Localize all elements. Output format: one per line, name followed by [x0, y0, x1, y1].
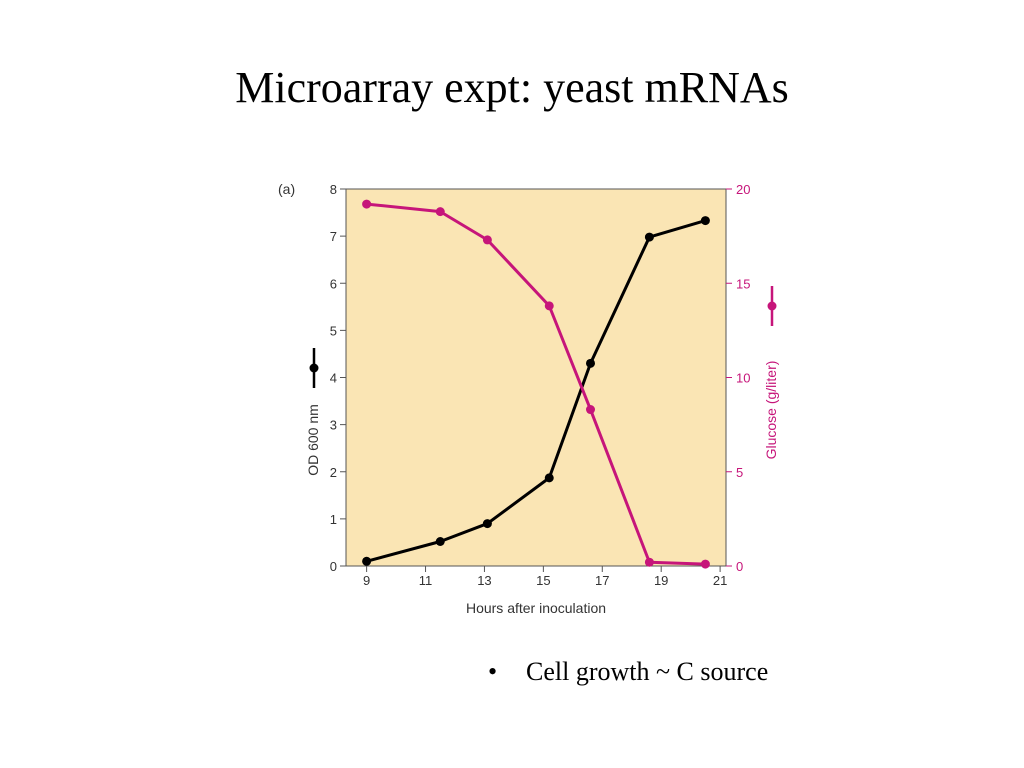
left-axis-tick-label: 7	[330, 229, 337, 244]
x-axis-tick-label: 9	[363, 573, 370, 588]
od600-data-point	[585, 358, 595, 368]
glucose-data-point	[700, 559, 710, 569]
right-axis-key-dot	[767, 301, 777, 311]
bullet-text: Cell growth ~ C source	[526, 657, 769, 686]
right-axis-tick-label: 15	[736, 276, 750, 291]
x-axis-tick-label: 21	[713, 573, 727, 588]
od600-data-point	[435, 536, 445, 546]
x-axis-tick-label: 13	[477, 573, 491, 588]
glucose-data-point	[362, 199, 372, 209]
x-axis-title: Hours after inoculation	[466, 600, 606, 616]
bullet-marker: •	[488, 657, 498, 686]
left-axis-tick-label: 2	[330, 465, 337, 480]
glucose-data-point	[435, 207, 445, 217]
left-axis-tick-label: 1	[330, 512, 337, 527]
right-axis-tick-label: 5	[736, 465, 743, 480]
left-axis-title: OD 600 nm	[305, 404, 321, 476]
bullet-item: • Cell growth ~ C source	[488, 657, 768, 687]
left-axis-tick-label: 8	[330, 182, 337, 197]
od600-data-point	[700, 216, 710, 226]
od600-data-point	[544, 473, 554, 483]
right-axis-title: Glucose (g/liter)	[763, 361, 779, 460]
yeast-growth-chart: (a) 0 1 2 3 4 5 6 7 8 0 5 10 15 20 9 11 13 15 17 19 21 Hours a…	[278, 181, 779, 616]
right-axis-tick-label: 10	[736, 371, 750, 386]
left-axis-tick-label: 6	[330, 276, 337, 291]
glucose-data-point	[585, 405, 595, 415]
slide-title: Microarray expt: yeast mRNAs	[235, 63, 789, 112]
left-axis-tick-label: 5	[330, 323, 337, 338]
left-axis-key-dot	[309, 363, 319, 373]
glucose-data-point	[482, 235, 492, 245]
panel-label: (a)	[278, 181, 295, 197]
left-axis-tick-label: 0	[330, 559, 337, 574]
left-axis-tick-label: 3	[330, 418, 337, 433]
left-axis-tick-label: 4	[330, 371, 337, 386]
right-axis-tick-label: 0	[736, 559, 743, 574]
glucose-data-point	[644, 557, 654, 567]
od600-data-point	[644, 232, 654, 242]
od600-data-point	[362, 556, 372, 566]
plot-area	[345, 188, 727, 567]
glucose-data-point	[544, 301, 554, 311]
x-axis-tick-label: 17	[595, 573, 609, 588]
x-axis-tick-label: 15	[536, 573, 550, 588]
x-axis-tick-label: 19	[654, 573, 668, 588]
right-axis-tick-label: 20	[736, 182, 750, 197]
x-axis-tick-label: 11	[419, 573, 433, 588]
od600-data-point	[482, 519, 492, 529]
